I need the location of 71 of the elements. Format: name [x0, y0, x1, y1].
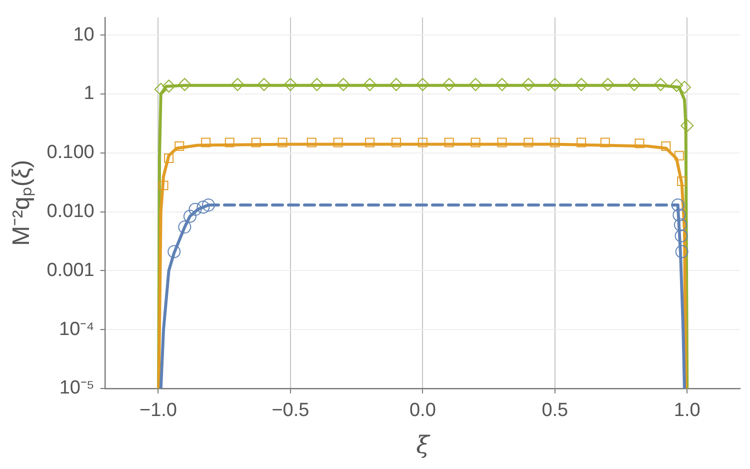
- point: [674, 229, 688, 242]
- point: [574, 78, 588, 92]
- y-tick-label: 0.100: [46, 142, 94, 164]
- point: [550, 138, 560, 148]
- y-tick-label: 10⁻⁴: [59, 318, 94, 340]
- point: [391, 138, 401, 148]
- point: [672, 208, 686, 222]
- x-tick-label: 0.0: [409, 400, 436, 422]
- point: [522, 78, 535, 92]
- point: [178, 78, 192, 92]
- point: [363, 78, 376, 92]
- y-tick-label: 0.001: [46, 260, 94, 281]
- point: [634, 138, 644, 148]
- point: [224, 138, 234, 148]
- point: [674, 150, 684, 160]
- point: [231, 78, 244, 92]
- y-tick-label: 10⁻⁵: [59, 378, 94, 399]
- point: [654, 78, 668, 92]
- point: [390, 78, 403, 92]
- point: [680, 119, 694, 132]
- point: [201, 138, 211, 148]
- point: [601, 78, 614, 92]
- point: [470, 138, 480, 148]
- point: [677, 176, 687, 186]
- point: [188, 202, 202, 216]
- point: [675, 245, 688, 258]
- point: [365, 138, 375, 148]
- point: [183, 210, 196, 223]
- point: [174, 141, 184, 151]
- y-axis-title: M⁻²qₚ(ξ): [8, 160, 36, 246]
- point: [576, 138, 586, 148]
- point: [310, 78, 324, 92]
- point: [284, 78, 297, 92]
- point: [442, 78, 456, 92]
- point: [628, 78, 641, 92]
- point: [196, 200, 210, 214]
- point: [444, 138, 454, 148]
- x-tick-label: −1.0: [139, 400, 177, 422]
- x-tick-label: 1.0: [674, 400, 700, 422]
- point: [671, 198, 684, 212]
- point: [497, 138, 507, 148]
- point: [251, 138, 261, 148]
- point: [306, 138, 316, 148]
- point: [336, 78, 350, 92]
- point: [661, 141, 671, 151]
- point: [670, 78, 684, 92]
- y-tick-label: 1: [84, 83, 94, 104]
- point: [496, 78, 509, 92]
- point: [164, 154, 174, 164]
- point: [524, 138, 534, 148]
- y-tick-label: 10: [73, 24, 94, 46]
- point: [162, 80, 176, 93]
- x-tick-label: −0.5: [272, 400, 310, 422]
- x-axis-title: ξ: [416, 430, 432, 459]
- x-tick-label: 0.5: [542, 400, 568, 422]
- point: [202, 198, 215, 212]
- point: [278, 138, 288, 148]
- point: [416, 78, 430, 92]
- point: [418, 138, 428, 148]
- point: [548, 78, 562, 92]
- point: [600, 138, 610, 148]
- point: [333, 138, 343, 148]
- point: [178, 220, 192, 234]
- point: [168, 245, 181, 258]
- point: [158, 180, 168, 190]
- point: [678, 80, 691, 94]
- point: [154, 82, 168, 96]
- point: [674, 218, 687, 232]
- point: [258, 78, 271, 92]
- y-tick-label: 0.010: [46, 200, 94, 222]
- point: [469, 78, 482, 92]
